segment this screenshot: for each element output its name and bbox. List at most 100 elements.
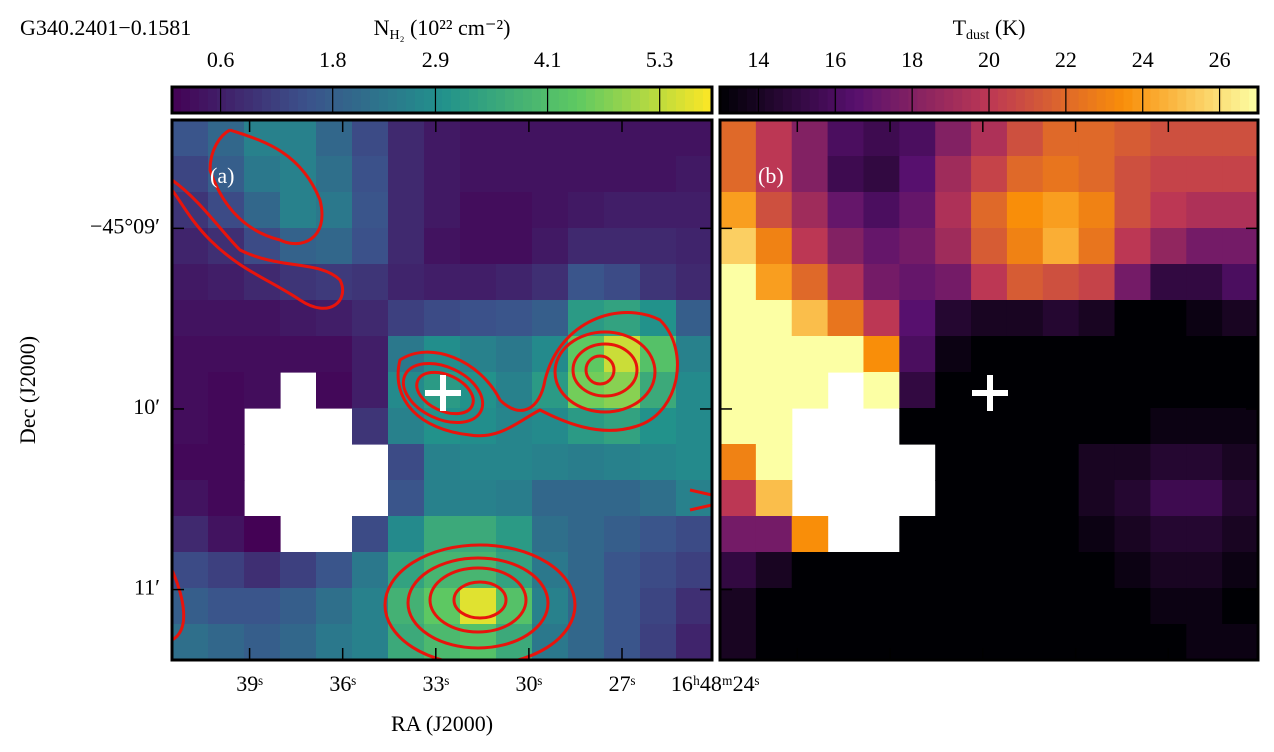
colorbar-segment [514,87,524,113]
heatmap-cell [640,444,677,481]
heatmap-cell [1150,372,1187,409]
heatmap-cell [460,444,497,481]
colorbar-segment [379,87,389,113]
heatmap-cell [1186,228,1223,265]
heatmap-cell [1006,336,1044,373]
y-tick-label: 11′ [134,575,160,600]
heatmap-cell [388,408,425,445]
heatmap-cell [640,264,677,301]
heatmap-cell [755,588,793,625]
colorbar-segment [424,87,434,113]
heatmap-cell [935,588,972,625]
heatmap-cell [496,192,533,229]
heatmap-cell [676,372,713,409]
colorbar-segment [460,87,470,113]
heatmap-cell [720,156,757,193]
contour [584,354,616,386]
x-tick-label: 39ˢ [236,671,263,696]
colorbar-segment [863,87,873,113]
colorbar-label-main: N [374,15,390,40]
colorbar-segment [1087,87,1098,113]
heatmap-cell [863,336,900,373]
heatmap-cell [1006,480,1044,517]
heatmap-cell [460,156,497,193]
contours [172,128,712,660]
colorbar-tick-label: 14 [747,47,769,72]
heatmap-cell [352,408,389,445]
heatmap-cell [676,336,713,373]
heatmap-cell [1186,588,1223,625]
colorbar-segment [649,87,659,113]
heatmap-cell [791,336,829,373]
heatmap-cell [172,120,209,157]
heatmap-cell [388,264,425,301]
colorbar-tick-label: 22 [1055,47,1077,72]
heatmap-cell [172,444,209,481]
heatmap-cell [280,588,317,625]
heatmap-cell [1186,372,1223,409]
colorbar-segment [694,87,704,113]
colorbar-segment [809,87,820,113]
heatmap-cell [1042,336,1080,373]
heatmap-cell [720,444,757,481]
heatmap-cell [827,120,865,157]
heatmap-cell [791,300,829,337]
heatmap-cell [424,444,461,481]
colorbar-segment [1204,87,1214,113]
heatmap-cell [1114,588,1151,625]
heatmap-cell [496,228,533,265]
heatmap-cell [424,156,461,193]
heatmap-cell [352,588,389,625]
heatmap-cell [971,264,1008,301]
heatmap-cell [568,624,605,661]
contour [553,330,657,414]
heatmap-cell [1006,264,1044,301]
heatmap-cell [532,120,569,157]
heatmap-cell [935,624,972,661]
heatmap-cell [280,156,317,193]
heatmap-cell [720,624,757,661]
colorbar-segment [523,87,533,113]
colorbar-segment [1213,87,1223,113]
heatmap-cell [496,444,533,481]
heatmap-cell [899,624,936,661]
colorbar-segment [217,87,227,113]
heatmap-cell [244,552,281,589]
heatmap-cell [827,156,865,193]
heatmap-cell [316,156,353,193]
heatmap-cell [496,300,533,337]
colorbar-segment [622,87,632,113]
colorbar-segment [1015,87,1026,113]
heatmap-cell [1150,336,1187,373]
heatmap-cell [935,336,972,373]
colorbar-tick-label: 16 [824,47,846,72]
heatmap-cell [244,372,281,409]
y-tick-label: −45°09′ [90,213,160,238]
heatmap-cell [676,444,713,481]
heatmap-cell [1114,624,1151,661]
heatmap-cell [1222,624,1259,661]
colorbar-segment [980,87,990,113]
heatmap-cell [208,516,245,553]
colorbar-segment [316,87,326,113]
colorbar-segment [908,87,918,113]
heatmap-cell [720,300,757,337]
heatmap-cell [1042,516,1080,553]
heatmap-cell [676,228,713,265]
heatmap-cell [604,192,641,229]
x-tick-label: 33ˢ [422,671,449,696]
heatmap-cell [352,336,389,373]
heatmap-cell [899,156,936,193]
heatmap-cell [280,264,317,301]
heatmap-cell [532,480,569,517]
heatmap-cell [1150,444,1187,481]
colorbar-segment [442,87,452,113]
heatmap-cell [352,300,389,337]
colorbar-segment [764,87,775,113]
colorbar-segment [800,87,811,113]
heatmap-cell [532,516,569,553]
heatmap-cell [720,480,757,517]
heatmap-cell [755,192,793,229]
x-tick-label: 30ˢ [516,671,543,696]
heatmap-cell [971,120,1008,157]
